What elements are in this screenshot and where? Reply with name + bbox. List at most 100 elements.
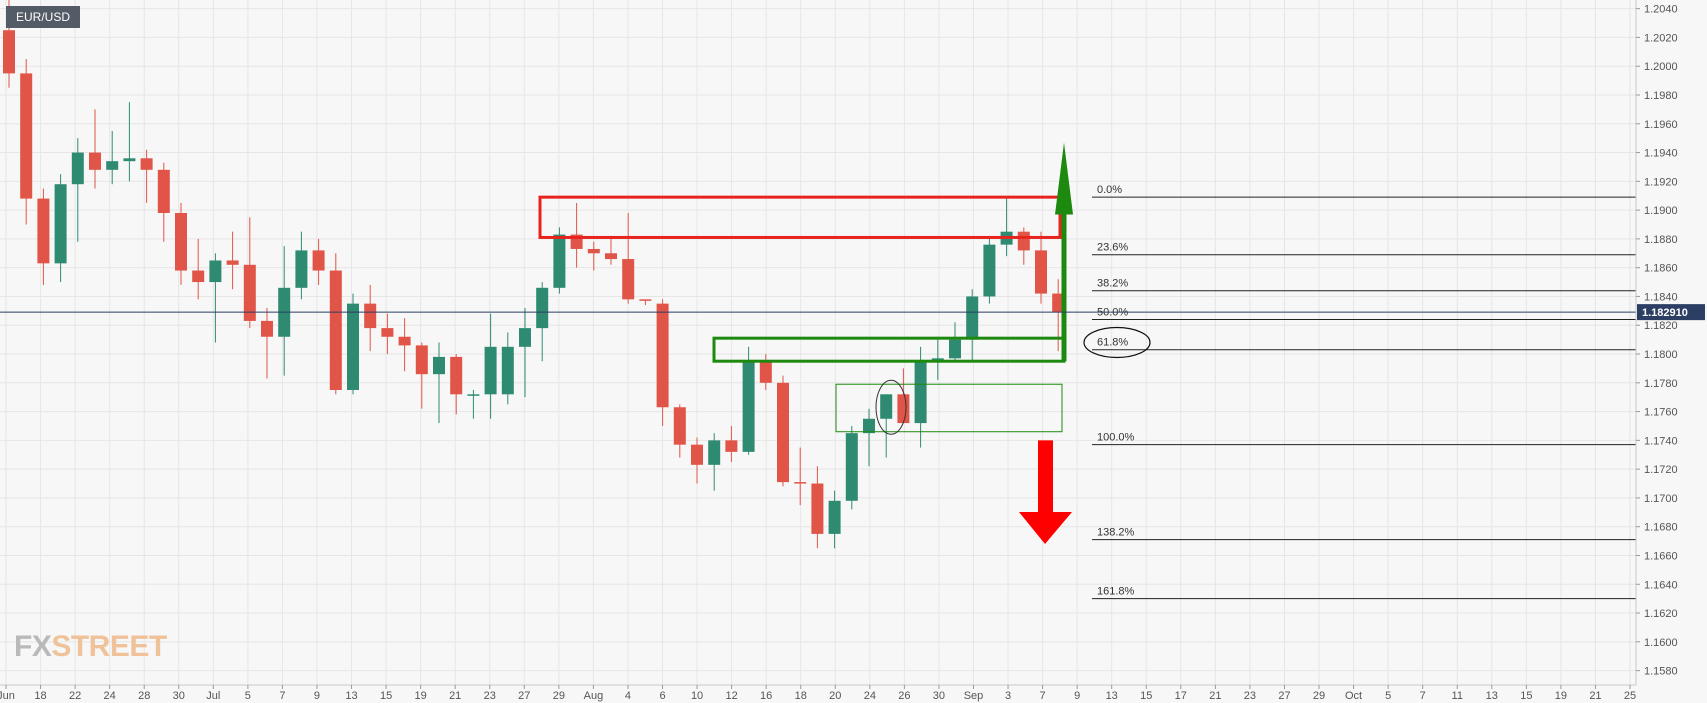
date-tick-label: 11 — [1452, 690, 1463, 702]
date-axis: Jun 18 22 24 28 30 Jul 5 7 9 13 15 19 21 23 27 29 Aug 4 6 10… — [0, 684, 1636, 702]
bull-candle — [484, 346, 497, 395]
price-tick-label: 1.1600 — [1644, 637, 1678, 649]
date-tick-label: 21 — [1209, 690, 1221, 702]
bull-candle — [536, 287, 549, 329]
date-tick-label: 15 — [380, 690, 392, 702]
bear-candle — [192, 270, 205, 283]
bear-candle — [691, 444, 703, 465]
candles — [3, 0, 1065, 549]
date-tick-label: 20 — [829, 690, 841, 702]
date-tick-label: 13 — [345, 690, 357, 702]
fibonacci-levels: 0.0%23.6%38.2%50.0%61.8%100.0%138.2%161.… — [1092, 184, 1636, 600]
price-tick-label: 1.1740 — [1644, 435, 1678, 447]
fib-label: 161.8% — [1097, 586, 1135, 598]
bull-candle — [949, 339, 961, 359]
date-tick-label: 12 — [725, 690, 737, 702]
date-tick-label: 5 — [245, 690, 251, 702]
date-tick-label: 7 — [1040, 690, 1046, 702]
date-tick-label: 25 — [1624, 690, 1636, 702]
date-tick-label: 21 — [449, 690, 461, 702]
bear-candle — [656, 303, 669, 408]
price-tick-label: 1.1920 — [1644, 176, 1678, 188]
bear-candle — [794, 482, 807, 484]
bull-candle — [347, 303, 359, 390]
bull-candle — [433, 356, 445, 375]
date-tick-label: 24 — [104, 690, 116, 702]
bear-candle — [725, 440, 738, 452]
date-tick-label: 16 — [760, 690, 772, 702]
bull-candle — [54, 184, 67, 264]
bearish-arrow-head — [1019, 511, 1072, 544]
date-tick-label: 4 — [625, 690, 631, 702]
fib-label: 61.8% — [1097, 337, 1128, 349]
date-tick-label: 27 — [518, 690, 530, 702]
bear-candle — [398, 336, 411, 346]
bear-candle — [759, 361, 772, 383]
date-tick-label: 22 — [69, 690, 81, 702]
price-tick-label: 1.1940 — [1644, 148, 1678, 160]
date-tick-label: Jul — [206, 690, 220, 702]
price-tick-label: 1.2020 — [1644, 32, 1678, 44]
bear-candle — [3, 30, 15, 74]
bull-candle — [742, 361, 755, 452]
date-tick-label: 7 — [279, 690, 285, 702]
bear-candle — [415, 345, 428, 375]
bull-candle — [467, 394, 480, 396]
candle-highlight-ellipse — [875, 379, 907, 435]
date-tick-label: 30 — [933, 690, 945, 702]
bull-candle — [106, 161, 119, 170]
date-tick-label: 13 — [1106, 690, 1118, 702]
date-tick-label: 7 — [1420, 690, 1426, 702]
price-tick-label: 1.1760 — [1644, 407, 1678, 419]
price-tick-label: 1.1680 — [1644, 522, 1678, 534]
price-tick-label: 1.1780 — [1644, 378, 1678, 390]
date-tick-label: Oct — [1345, 690, 1362, 702]
date-tick-label: 29 — [1313, 690, 1325, 702]
logo-fx: FX — [14, 630, 52, 663]
bear-candle — [175, 212, 187, 271]
fib-label: 38.2% — [1097, 278, 1128, 290]
date-tick-label: 15 — [1140, 690, 1152, 702]
price-tick-label: 1.2000 — [1644, 61, 1678, 73]
price-tick-label: 1.1840 — [1644, 291, 1678, 303]
price-tick-label: 1.1580 — [1644, 666, 1678, 678]
price-tick-label: 1.1720 — [1644, 464, 1678, 476]
bearish-arrow-shaft — [1038, 440, 1053, 514]
bear-candle — [673, 407, 686, 445]
price-tick-label: 1.1900 — [1644, 205, 1678, 217]
date-tick-label: 3 — [1005, 690, 1011, 702]
price-tick-label: 1.1860 — [1644, 263, 1678, 275]
bull-candle — [519, 328, 531, 347]
bear-candle — [89, 152, 101, 170]
bear-candle — [777, 382, 789, 483]
price-tick-label: 1.1980 — [1644, 90, 1678, 102]
consolidation-box — [835, 383, 1063, 433]
date-tick-label: 30 — [173, 690, 185, 702]
current-price-value: 1.182910 — [1642, 307, 1688, 319]
bear-candle — [243, 264, 256, 321]
date-tick-label: 18 — [34, 690, 46, 702]
bull-candle — [983, 244, 996, 297]
bear-candle — [811, 483, 824, 534]
fib-label: 138.2% — [1097, 527, 1135, 539]
bull-candle — [71, 152, 84, 185]
bull-candle — [123, 158, 136, 162]
bear-candle — [226, 260, 239, 265]
date-tick-label: 19 — [415, 690, 427, 702]
bear-candle — [364, 303, 377, 329]
date-tick-label: 23 — [484, 690, 496, 702]
bear-candle — [37, 198, 50, 264]
date-tick-label: 15 — [1520, 690, 1532, 702]
bear-candle — [157, 169, 170, 213]
bull-candle — [295, 250, 308, 288]
price-tick-label: 1.1800 — [1644, 349, 1678, 361]
bear-candle — [329, 270, 342, 390]
bull-candle — [966, 296, 979, 340]
fib-label: 23.6% — [1097, 242, 1128, 254]
date-tick-label: 18 — [795, 690, 807, 702]
date-tick-label: 17 — [1175, 690, 1187, 702]
bear-candle — [20, 73, 33, 199]
price-tick-label: 1.1660 — [1644, 550, 1678, 562]
price-tick-label: 1.2040 — [1644, 4, 1678, 16]
